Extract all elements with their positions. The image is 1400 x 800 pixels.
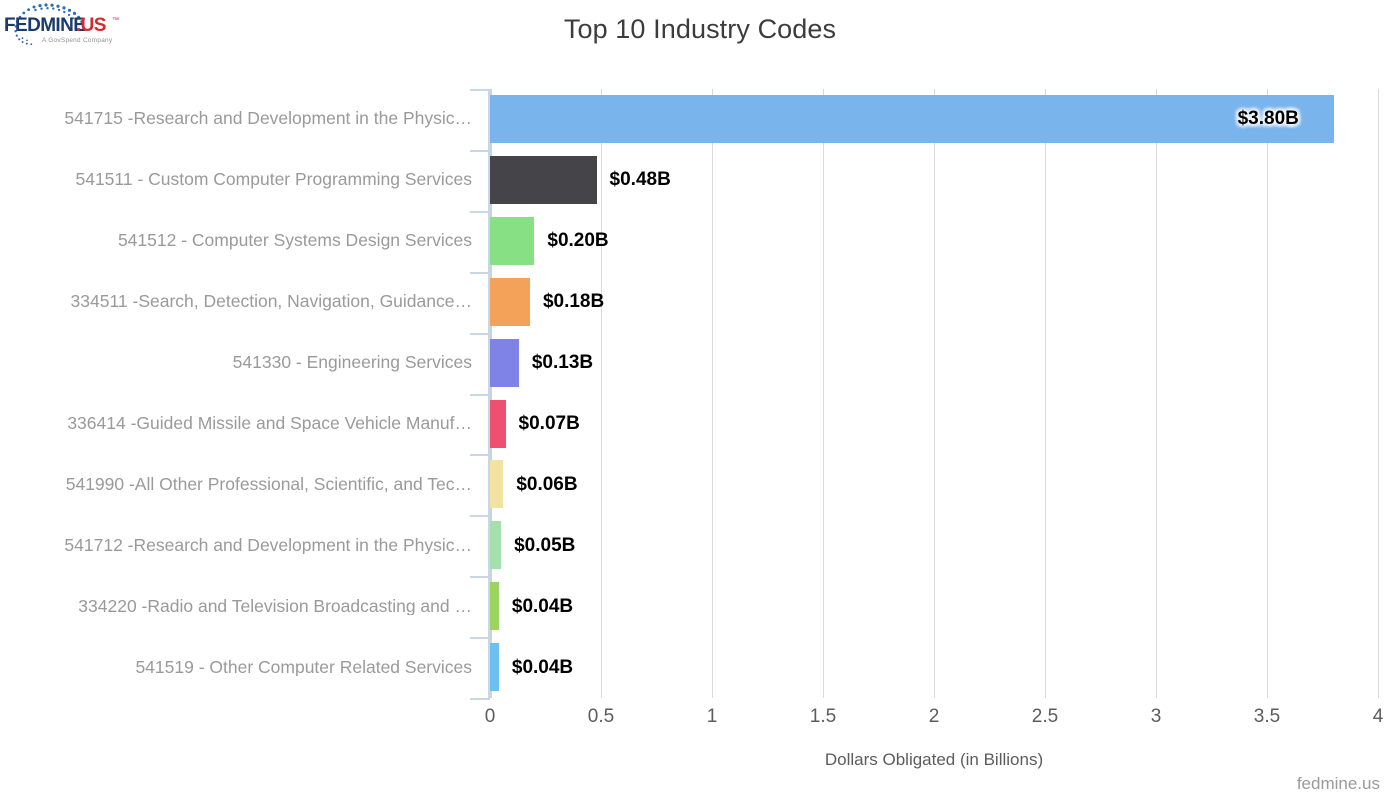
logo-trademark: ™ [112, 17, 119, 24]
y-axis-tick [470, 271, 490, 274]
gridline-2.5 [1045, 89, 1046, 698]
x-axis-tick-label: 0 [484, 706, 496, 727]
y-axis-tick [470, 210, 490, 213]
y-axis-tick [470, 332, 490, 335]
bar[interactable] [490, 643, 499, 692]
bar-value-label: $0.07B [518, 412, 580, 434]
gridline-3.5 [1267, 89, 1268, 698]
logo-artwork: FEDMINE .US ™ A GovSpend Company [4, 3, 119, 46]
gridline-4 [1378, 89, 1379, 698]
gridline-1 [712, 89, 713, 698]
y-axis-tick [470, 698, 490, 700]
bar[interactable] [490, 277, 530, 326]
y-axis-label[interactable]: 541511 - Custom Computer Programming Ser… [75, 171, 472, 189]
y-axis-tick [470, 393, 490, 396]
bar-band: $0.04B [490, 576, 1378, 637]
y-axis-label[interactable]: 541519 - Other Computer Related Services [135, 658, 472, 677]
bar-band: $0.13B [490, 333, 1378, 394]
bar[interactable] [490, 338, 519, 387]
y-axis-label[interactable]: 334511 -Search, Detection, Navigation, G… [70, 293, 472, 311]
y-axis-label[interactable]: 336414 -Guided Missile and Space Vehicle… [67, 414, 472, 433]
logo-primary-text: FEDMINE [4, 15, 85, 36]
bar[interactable] [490, 95, 1334, 143]
bar-value-label: $0.48B [609, 169, 671, 191]
logo-swoosh-icon [14, 3, 83, 46]
bar[interactable] [490, 521, 502, 570]
gridline-0 [490, 89, 492, 698]
x-axis-tick-label: 0.5 [587, 706, 615, 727]
bar-value-label: $0.20B [547, 230, 609, 252]
x-axis-title: Dollars Obligated (in Billions) [824, 750, 1044, 769]
bar-band: $3.80B [490, 89, 1378, 150]
bar-value-label: $0.06B [516, 473, 578, 495]
bar-band: $0.04B [490, 637, 1378, 698]
bar-band: $0.06B [490, 454, 1378, 515]
bar[interactable] [490, 399, 506, 448]
footer-brand: fedmine.us [1296, 774, 1380, 793]
bar-band: $0.05B [490, 515, 1378, 576]
bar[interactable] [490, 460, 504, 509]
gridline-0.5 [601, 89, 602, 698]
y-axis-tick [470, 576, 490, 579]
plot-area: $3.80B $0.48B $0.20B $0.18B $0.13B $0.07B $0.0… [490, 89, 1379, 698]
x-axis-tick-label: 1 [706, 706, 718, 727]
x-axis-tick-label: 2 [928, 706, 940, 727]
logo-tagline: A GovSpend Company [42, 37, 113, 44]
chart-title: Top 10 Industry Codes [563, 14, 837, 44]
x-axis-tick-label: 1.5 [809, 706, 837, 727]
gridline-1.5 [823, 89, 824, 698]
y-axis-label[interactable]: 541330 - Engineering Services [232, 354, 472, 372]
y-axis-tick [470, 637, 490, 640]
x-axis-tick-label: 2.5 [1031, 706, 1059, 727]
x-axis-tick-label: 4 [1372, 706, 1384, 727]
gridline-3 [1156, 89, 1157, 698]
y-axis-tick [470, 149, 490, 152]
logo-accent-text: .US [76, 15, 106, 36]
bar-value-label: $0.04B [511, 656, 574, 678]
y-axis-label[interactable]: 541512 - Computer Systems Design Service… [117, 232, 472, 250]
bar-band: $0.07B [490, 394, 1378, 455]
y-axis-tick [470, 515, 490, 518]
bar-band: $0.48B [490, 150, 1378, 211]
y-axis-category-labels: 541715 -Research and Development in the … [0, 89, 482, 698]
bar[interactable] [490, 582, 499, 631]
bar-value-label: $3.80B [1237, 108, 1299, 130]
fedmine-us-logo[interactable]: FEDMINE .US ™ A GovSpend Company [4, 2, 122, 48]
y-axis-label[interactable]: 541715 -Research and Development in the … [64, 110, 472, 128]
bar[interactable] [490, 155, 597, 204]
bar[interactable] [490, 216, 535, 265]
bar-value-label: $0.04B [511, 595, 574, 617]
gridline-2 [934, 89, 935, 698]
x-axis-tick-label: 3 [1150, 706, 1162, 727]
y-axis-label[interactable]: 334220 -Radio and Television Broadcastin… [78, 597, 472, 616]
x-axis-tick-label: 3.5 [1253, 706, 1281, 727]
y-axis-tick [470, 454, 490, 457]
y-axis-label[interactable]: 541712 -Research and Development in the … [64, 536, 472, 555]
y-axis-tick [470, 89, 490, 91]
bar-band: $0.18B [490, 272, 1378, 333]
y-axis-label[interactable]: 541990 -All Other Professional, Scientif… [65, 475, 472, 494]
bar-band: $0.20B [490, 211, 1378, 272]
bar-value-label: $0.05B [514, 534, 576, 556]
bar-value-label: $0.18B [542, 291, 605, 313]
bar-value-label: $0.13B [531, 352, 594, 374]
